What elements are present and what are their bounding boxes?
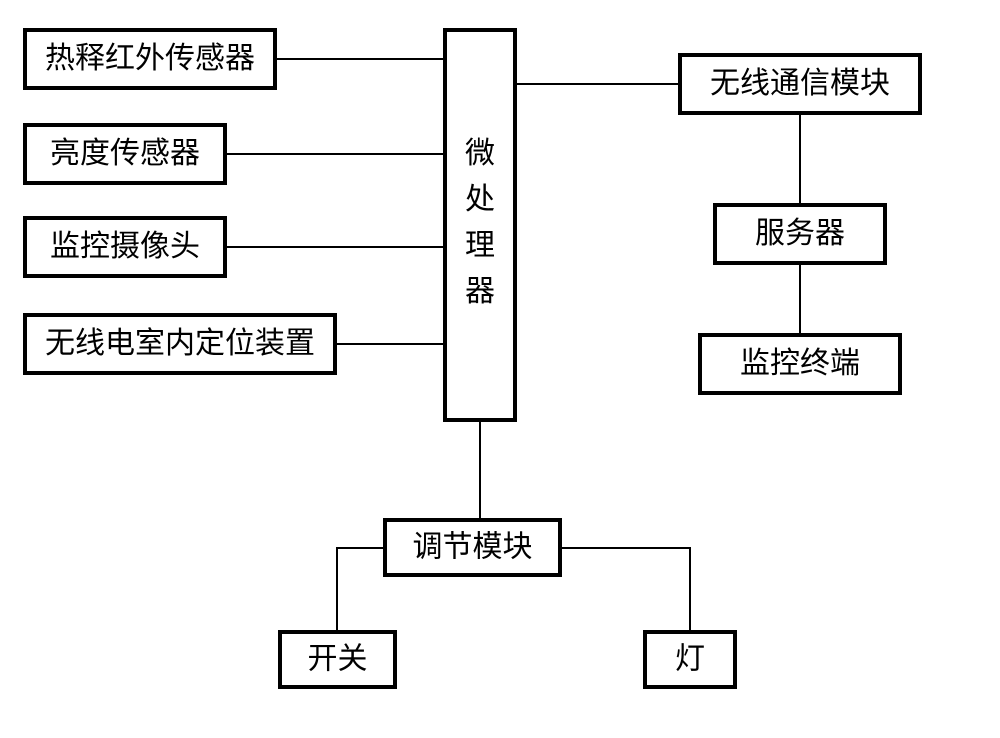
node-left1: 亮度传感器 bbox=[25, 125, 225, 183]
node-label: 亮度传感器 bbox=[50, 137, 200, 170]
node-right2: 监控终端 bbox=[700, 335, 900, 393]
node-label: 灯 bbox=[675, 642, 705, 675]
node-bottom_right: 灯 bbox=[645, 632, 735, 687]
node-label-char: 微 bbox=[465, 137, 495, 170]
node-label: 开关 bbox=[308, 642, 368, 675]
node-label-char: 器 bbox=[465, 275, 495, 308]
edge-bottom_mid-bottom_left bbox=[337, 548, 385, 632]
node-label: 调节模块 bbox=[413, 530, 533, 563]
node-label: 服务器 bbox=[755, 217, 845, 250]
node-label: 无线通信模块 bbox=[710, 67, 890, 100]
node-center: 微处理器 bbox=[445, 30, 515, 420]
node-bottom_mid: 调节模块 bbox=[385, 520, 560, 575]
edge-bottom_mid-bottom_right bbox=[560, 548, 690, 632]
node-label-char: 处 bbox=[465, 183, 495, 216]
node-label: 监控摄像头 bbox=[50, 230, 200, 263]
node-right0: 无线通信模块 bbox=[680, 55, 920, 113]
node-right1: 服务器 bbox=[715, 205, 885, 263]
node-label: 监控终端 bbox=[740, 347, 860, 380]
node-bottom_left: 开关 bbox=[280, 632, 395, 687]
node-left0: 热释红外传感器 bbox=[25, 30, 275, 88]
node-box bbox=[445, 30, 515, 420]
node-left2: 监控摄像头 bbox=[25, 218, 225, 276]
system-block-diagram: 热释红外传感器亮度传感器监控摄像头无线电室内定位装置 微处理器 无线通信模块服务器监… bbox=[0, 0, 1000, 738]
node-label-char: 理 bbox=[465, 229, 495, 262]
node-left3: 无线电室内定位装置 bbox=[25, 315, 335, 373]
node-label: 热释红外传感器 bbox=[45, 42, 255, 75]
node-label: 无线电室内定位装置 bbox=[45, 327, 315, 360]
